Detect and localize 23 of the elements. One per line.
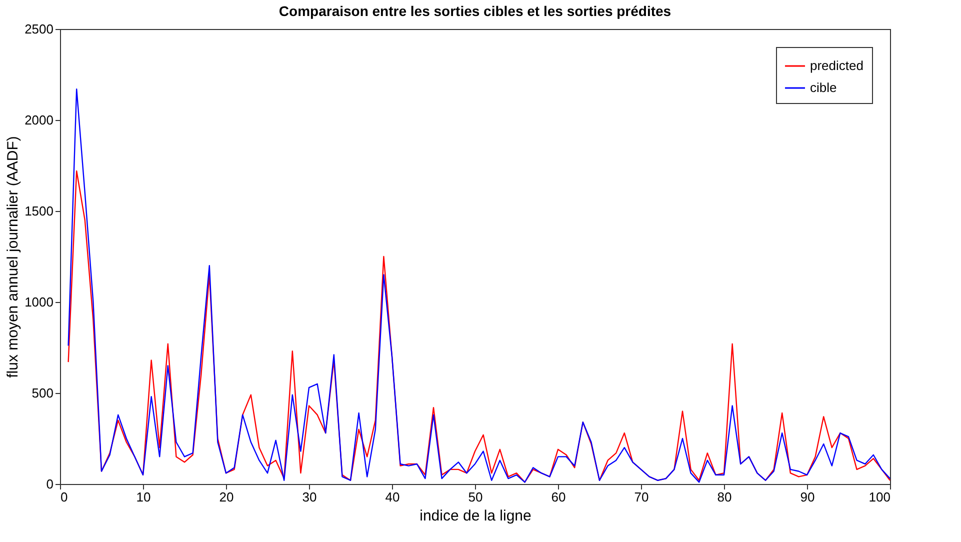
y-tick-label: 2500 — [24, 22, 54, 36]
legend-label: cible — [810, 80, 837, 95]
x-tick-label: 40 — [385, 490, 400, 504]
x-tick-label: 90 — [800, 490, 815, 504]
x-tick-label: 30 — [302, 490, 317, 504]
y-tick-label: 1500 — [24, 204, 54, 218]
x-tick-label: 0 — [60, 490, 68, 504]
chart-title: Comparaison entre les sorties cibles et les sorties prédites — [278, 3, 672, 19]
x-axis-title: indice de la ligne — [420, 508, 532, 524]
x-tick-label: 70 — [634, 490, 649, 504]
x-tick-label: 80 — [717, 490, 732, 504]
y-tick-label: 0 — [46, 476, 54, 492]
y-tick-label: 500 — [32, 386, 54, 400]
x-tick-label: 50 — [468, 490, 483, 504]
x-tick-label: 100 — [868, 490, 890, 504]
line-series — [68, 170, 891, 483]
x-tick-label: 10 — [136, 490, 151, 504]
y-tick-label: 1000 — [24, 294, 54, 310]
y-axis-title: flux moyen annuel journalier (AADF) — [4, 136, 22, 378]
x-tick-label: 60 — [551, 490, 566, 504]
legend-label: predicted — [810, 58, 864, 73]
x-tick-label: 20 — [219, 490, 234, 504]
y-tick-label: 2000 — [24, 112, 54, 128]
